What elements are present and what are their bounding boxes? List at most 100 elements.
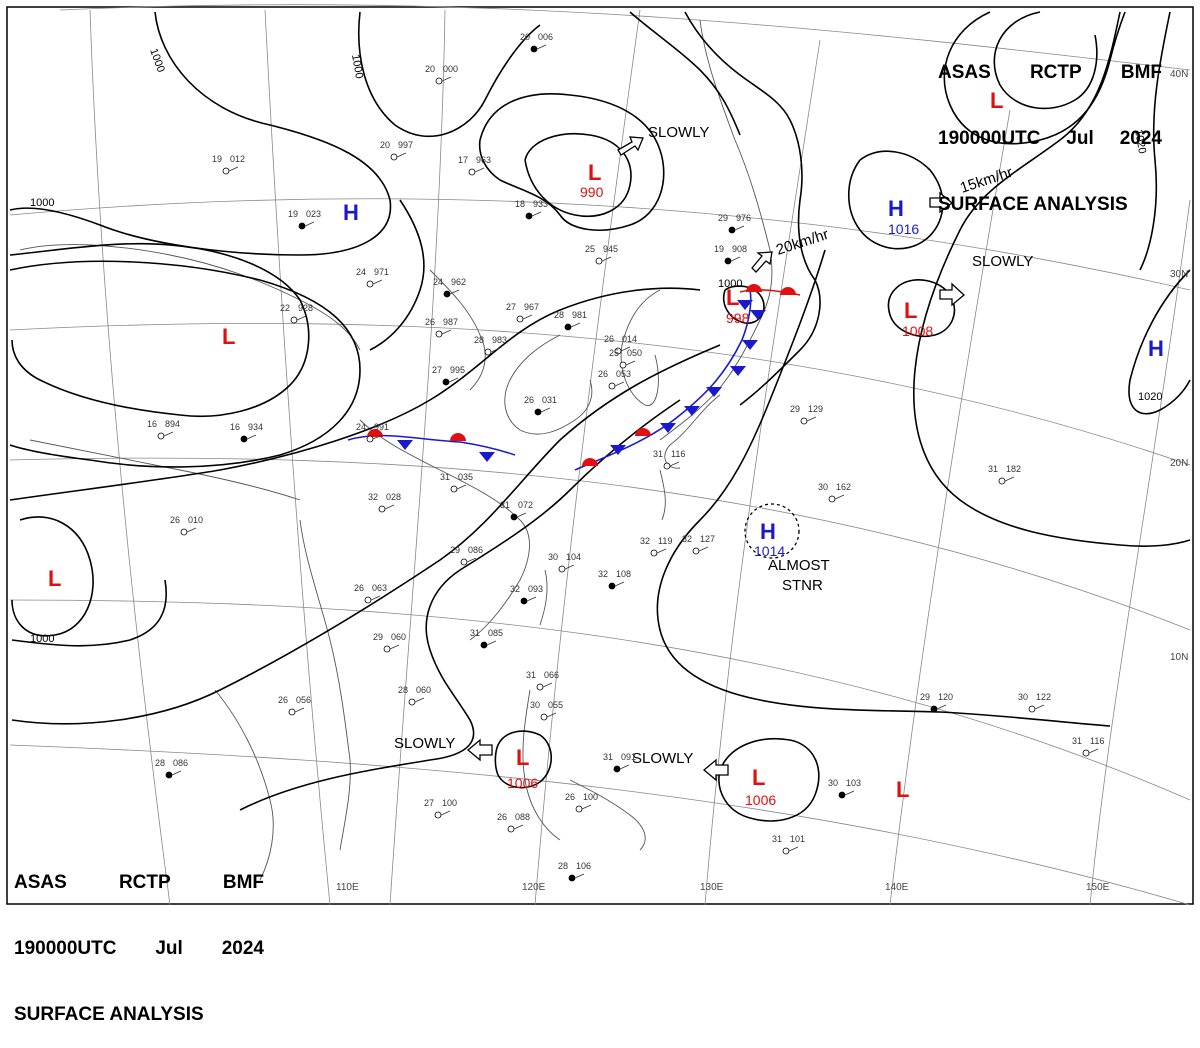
station-temperature: 26 xyxy=(425,317,435,327)
station-temperature: 30 xyxy=(1018,692,1028,702)
station-plot: 31 116 xyxy=(1072,736,1104,757)
low-system: L 1006 xyxy=(745,765,776,808)
station-plot: 16 894 xyxy=(147,419,180,440)
station-circle-icon xyxy=(663,462,671,470)
wind-barb-icon xyxy=(490,347,501,353)
lon-label: 120E xyxy=(522,882,546,893)
movement-arrows xyxy=(466,136,965,782)
wind-barb-icon xyxy=(570,322,581,328)
station-plot: 20 000 xyxy=(425,64,458,85)
lon-label: 130E xyxy=(700,882,724,893)
station-circle-icon xyxy=(520,597,528,605)
arrow-west-icon xyxy=(702,758,729,782)
station-plot: 24 971 xyxy=(356,267,389,288)
station-circle-icon xyxy=(692,547,700,555)
station-plot: 26 031 xyxy=(524,395,557,416)
station-circle-icon xyxy=(930,705,938,713)
isobar-label: 1020 xyxy=(1138,391,1162,403)
station-plot: 30 104 xyxy=(548,552,581,573)
station-plot: 31 066 xyxy=(526,670,559,691)
station-pressure: 086 xyxy=(468,545,483,555)
station-circle-icon xyxy=(507,825,515,833)
station-temperature: 30 xyxy=(548,552,558,562)
header-line: SURFACE ANALYSIS xyxy=(938,194,1128,215)
station-pressure: 997 xyxy=(398,140,413,150)
station-pressure: 023 xyxy=(306,209,321,219)
lon-label: 110E xyxy=(336,882,359,893)
wind-barb-icon xyxy=(448,377,459,383)
station-plot: 32 093 xyxy=(510,584,543,605)
station-plot: 31 182 xyxy=(988,464,1021,485)
station-plot: 27 967 xyxy=(506,302,539,323)
station-plot: 26 053 xyxy=(598,369,631,390)
station-plot: 29 060 xyxy=(373,632,406,653)
station-pressure: 162 xyxy=(836,482,851,492)
movement-label: SLOWLY xyxy=(972,253,1033,270)
station-circle-icon xyxy=(613,765,621,773)
arrow-northeast-icon xyxy=(751,251,773,273)
station-temperature: 31 xyxy=(470,628,480,638)
station-pressure: 053 xyxy=(616,369,631,379)
warm-front-semicircle-icon xyxy=(450,433,466,441)
cold-front-triangle-icon xyxy=(684,406,700,416)
station-circle-icon xyxy=(383,645,391,653)
header-line: 190000UTC Jul 2024 xyxy=(938,128,1162,149)
wind-barb-icon xyxy=(788,846,799,852)
station-temperature: 28 xyxy=(558,861,568,871)
station-circle-icon xyxy=(530,45,538,53)
wind-barb-icon xyxy=(441,329,452,335)
station-plot: 26 063 xyxy=(354,583,387,604)
low-system: L 990 xyxy=(580,160,604,200)
isobar-labels: 1000 1000 1000 1000 1000 1020 1020 xyxy=(30,47,1162,645)
wind-barb-icon xyxy=(581,804,592,810)
wind-barb-icon xyxy=(625,360,636,366)
station-circle-icon xyxy=(165,771,173,779)
station-temperature: 29 xyxy=(718,213,728,223)
station-circle-icon xyxy=(1082,749,1090,757)
station-plot: 20 997 xyxy=(380,140,413,161)
wind-barb-icon xyxy=(474,167,485,173)
wind-barb-icon xyxy=(171,770,182,776)
station-temperature: 25 xyxy=(609,348,619,358)
low-system: L xyxy=(48,566,61,591)
svg-text:1008: 1008 xyxy=(902,323,933,339)
wind-barb-icon xyxy=(834,494,845,500)
station-temperature: 24 xyxy=(433,277,443,287)
station-pressure: 894 xyxy=(165,419,180,429)
svg-text:H: H xyxy=(343,200,359,225)
svg-text:L: L xyxy=(726,285,739,310)
station-temperature: 26 xyxy=(604,334,614,344)
cold-front-triangle-icon xyxy=(610,445,626,455)
header-line: 190000UTC Jul 2024 xyxy=(14,938,264,959)
station-pressure: 945 xyxy=(603,244,618,254)
wind-barb-icon xyxy=(372,434,383,440)
station-temperature: 26 xyxy=(565,792,575,802)
station-plot: 22 928 xyxy=(280,303,313,324)
station-temperature: 32 xyxy=(598,569,608,579)
station-temperature: 28 xyxy=(554,310,564,320)
station-temperature: 27 xyxy=(432,365,442,375)
station-pressure: 934 xyxy=(248,422,263,432)
station-circle-icon xyxy=(290,316,298,324)
svg-text:L: L xyxy=(222,324,235,349)
latitude-labels: 40N 30N 20N 10N xyxy=(1170,69,1188,663)
station-pressure: 106 xyxy=(576,861,591,871)
station-temperature: 25 xyxy=(585,244,595,254)
station-circle-icon xyxy=(728,226,736,234)
cold-front-triangle-icon xyxy=(660,423,676,433)
cold-front-triangle-icon xyxy=(706,387,722,397)
station-circle-icon xyxy=(564,323,572,331)
station-pressure: 129 xyxy=(808,404,823,414)
longitude-labels: 110E 120E 130E 140E 150E xyxy=(336,882,1110,893)
station-plot: 29 086 xyxy=(450,545,483,566)
cold-front-triangle-icon xyxy=(737,300,753,310)
station-circle-icon xyxy=(222,167,230,175)
station-plot: 26 987 xyxy=(425,317,458,338)
svg-text:H: H xyxy=(760,519,776,544)
wind-barb-icon xyxy=(936,704,947,710)
station-circle-icon xyxy=(724,257,732,265)
station-temperature: 20 xyxy=(520,32,530,42)
station-temperature: 26 xyxy=(497,812,507,822)
station-pressure: 116 xyxy=(1090,736,1104,746)
station-pressure: 085 xyxy=(488,628,503,638)
